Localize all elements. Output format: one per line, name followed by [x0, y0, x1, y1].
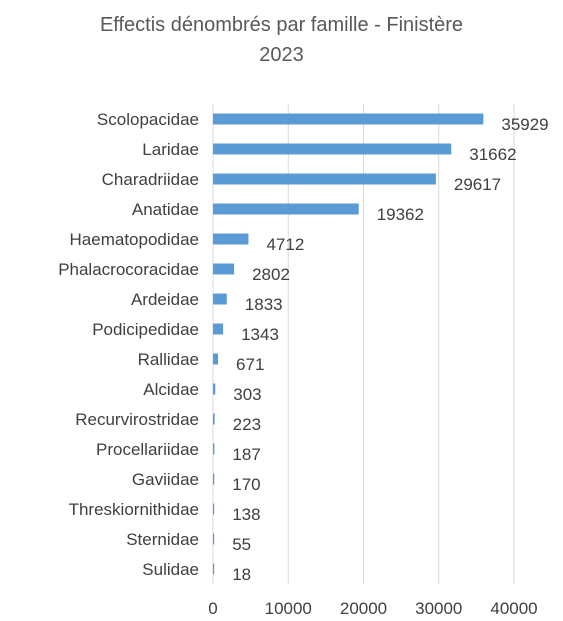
bar-charadriidae	[213, 173, 436, 185]
bar-threskiornithidae	[213, 503, 215, 515]
category-label: Laridae	[142, 140, 199, 159]
bar-anatidae	[213, 203, 359, 215]
category-label: Procellariidae	[96, 440, 199, 459]
bar-podicipedidae	[213, 323, 224, 335]
data-label: 18	[232, 565, 251, 584]
x-tick-label: 20000	[340, 599, 387, 618]
bar-alcidae	[213, 383, 216, 395]
x-tick-label: 10000	[265, 599, 312, 618]
category-label: Phalacrocoracidae	[58, 260, 199, 279]
category-label: Ardeidae	[131, 290, 199, 309]
category-label: Sternidae	[126, 530, 199, 549]
data-label: 4712	[266, 235, 304, 254]
data-label: 2802	[252, 265, 290, 284]
bar-phalacrocoracidae	[213, 263, 235, 275]
category-label: Anatidae	[132, 200, 199, 219]
category-label: Recurvirostridae	[75, 410, 199, 429]
data-label: 1833	[245, 295, 283, 314]
x-tick-label: 40000	[490, 599, 537, 618]
x-tick-label: 0	[208, 599, 217, 618]
chart-title-line-1: Effectis dénombrés par famille - Finistè…	[99, 14, 464, 36]
category-label: Haematopodidae	[70, 230, 199, 249]
data-label: 170	[232, 475, 260, 494]
data-label: 29617	[454, 175, 501, 194]
category-label: Rallidae	[138, 350, 199, 369]
bar-haematopodidae	[213, 233, 249, 245]
category-label: Threskiornithidae	[69, 500, 199, 519]
bar-laridae	[213, 143, 452, 155]
category-label: Sulidae	[142, 560, 199, 579]
category-label: Alcidae	[143, 380, 199, 399]
category-label: Podicipedidae	[92, 320, 199, 339]
data-label: 19362	[377, 205, 424, 224]
data-label: 31662	[469, 145, 516, 164]
category-label: Charadriidae	[102, 170, 199, 189]
category-label: Gaviidae	[132, 470, 199, 489]
data-label: 35929	[501, 115, 548, 134]
bar-ardeidae	[213, 293, 227, 305]
chart-title-line-2: 2023	[259, 44, 304, 66]
x-tick-label: 30000	[415, 599, 462, 618]
bar-recurvirostridae	[213, 413, 215, 425]
bar-gaviidae	[213, 473, 215, 485]
data-label: 1343	[241, 325, 279, 344]
data-label: 187	[232, 445, 260, 464]
bar-scolopacidae	[213, 113, 484, 125]
bar-rallidae	[213, 353, 219, 365]
data-label: 55	[232, 535, 251, 554]
bar-sulidae	[213, 563, 215, 575]
bar-sternidae	[213, 533, 215, 545]
data-label: 303	[233, 385, 261, 404]
data-label: 138	[232, 505, 260, 524]
category-label: Scolopacidae	[97, 110, 199, 129]
data-label: 223	[233, 415, 261, 434]
data-label: 671	[236, 355, 264, 374]
bar-procellariidae	[213, 443, 215, 455]
